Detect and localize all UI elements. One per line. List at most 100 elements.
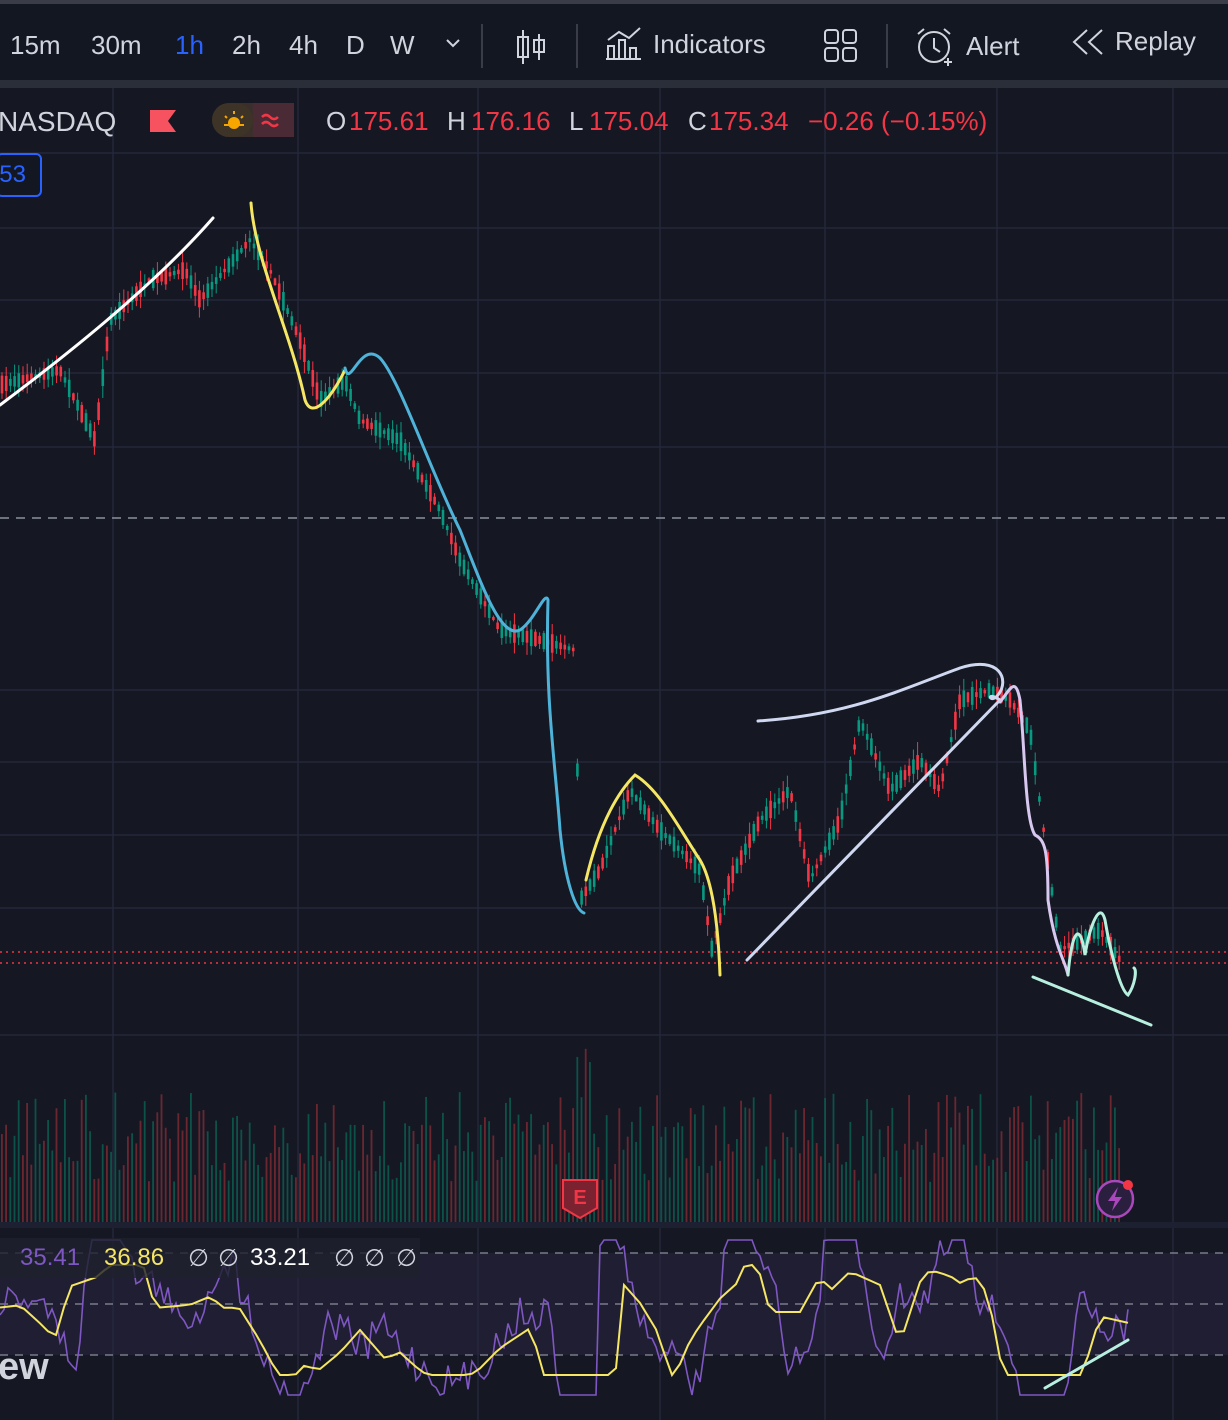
- candle-body: [210, 281, 214, 290]
- candle-body: [853, 744, 856, 750]
- candle-body: [294, 326, 298, 335]
- candle-body: [647, 808, 651, 822]
- flag-icon[interactable]: [150, 110, 176, 132]
- replay-button[interactable]: Replay: [1071, 26, 1196, 57]
- candle-body: [1033, 761, 1037, 776]
- candle-body: [832, 826, 835, 840]
- timeframe-1h[interactable]: 1h: [175, 30, 204, 60]
- candle-body: [718, 913, 722, 923]
- candle-body: [878, 761, 882, 771]
- volume-bar: [547, 1122, 549, 1222]
- candle-body: [975, 692, 978, 697]
- candle-body: [622, 799, 625, 815]
- volume-bar: [5, 1124, 7, 1222]
- candle-body: [584, 886, 588, 897]
- volume-bar: [169, 1138, 171, 1222]
- volume-bar: [626, 1136, 629, 1222]
- volume-bar: [219, 1170, 222, 1222]
- high-label: H: [447, 106, 466, 136]
- volume-bar: [59, 1162, 62, 1222]
- volume-bar: [307, 1114, 310, 1222]
- candlestick-icon[interactable]: [514, 28, 548, 71]
- candle-body: [1042, 827, 1045, 832]
- volume-bar: [962, 1144, 965, 1222]
- volume-bar: [463, 1151, 465, 1222]
- volume-bar: [698, 1166, 700, 1222]
- timeframe-D[interactable]: D: [346, 30, 365, 60]
- volume-bar: [622, 1149, 625, 1222]
- volume-bar: [43, 1140, 45, 1222]
- candle-body: [534, 631, 537, 646]
- candle-body: [252, 243, 256, 249]
- candle-body: [781, 791, 785, 803]
- volume-bar: [479, 1124, 482, 1222]
- volume-bar: [820, 1156, 822, 1222]
- volume-bar: [202, 1109, 205, 1222]
- candle-body: [80, 404, 84, 423]
- volume-bar: [416, 1143, 419, 1222]
- volume-bar: [958, 1112, 961, 1222]
- volume-bar: [488, 1121, 490, 1222]
- timeframe-15m[interactable]: 15m: [10, 30, 61, 60]
- candle-body: [282, 292, 285, 311]
- candle-body: [555, 640, 558, 649]
- chevron-down-icon[interactable]: [444, 34, 462, 57]
- layout-grid-icon[interactable]: [823, 28, 859, 69]
- open-label: O: [326, 106, 347, 136]
- timeframe-W[interactable]: W: [390, 30, 415, 60]
- candle-body: [912, 759, 915, 774]
- candle-body: [475, 583, 478, 595]
- candle-body: [723, 898, 726, 906]
- candle-body: [177, 269, 180, 275]
- candle-body: [109, 312, 113, 325]
- volume-bar: [908, 1095, 910, 1222]
- indicators-button[interactable]: Indicators: [605, 26, 766, 62]
- candle-body: [433, 496, 436, 505]
- volume-bar: [1088, 1178, 1091, 1222]
- candle-body: [160, 271, 163, 282]
- candle-body: [198, 290, 201, 308]
- volume-bar: [526, 1121, 528, 1222]
- candle-body: [697, 863, 701, 875]
- drawing-top-curve: [756, 662, 1005, 723]
- volume-bar: [576, 1056, 579, 1222]
- session-badge[interactable]: [212, 103, 294, 137]
- volume-bar: [878, 1129, 881, 1222]
- earnings-marker[interactable]: E: [561, 1178, 599, 1220]
- candle-body: [1004, 694, 1008, 701]
- candle-body: [1017, 707, 1020, 718]
- timeframe-4h[interactable]: 4h: [289, 30, 318, 60]
- volume-bar: [937, 1102, 940, 1222]
- candle-body: [189, 275, 193, 289]
- volume-bar: [1114, 1107, 1116, 1222]
- candle-body: [836, 816, 840, 833]
- candle-body: [895, 774, 898, 792]
- alert-button[interactable]: Alert: [914, 26, 1019, 66]
- lightning-icon[interactable]: [1093, 1177, 1137, 1221]
- volume-bar: [799, 1153, 801, 1222]
- volume-bar: [303, 1163, 306, 1222]
- price-chart[interactable]: [0, 88, 1228, 1420]
- volume-bar: [996, 1157, 999, 1222]
- change-value: −0.26 (−0.15%): [808, 106, 988, 136]
- volume-bar: [870, 1110, 873, 1222]
- candle-body: [399, 432, 403, 452]
- volume-bar: [895, 1150, 898, 1222]
- candle-body: [597, 866, 600, 879]
- candle-body: [303, 344, 306, 362]
- volume-bar: [38, 1143, 41, 1222]
- timeframe-30m[interactable]: 30m: [91, 30, 142, 60]
- volume-bar: [975, 1165, 978, 1222]
- volume-bar: [110, 1151, 112, 1222]
- volume-bar: [967, 1105, 969, 1222]
- indicator-badge[interactable]: 53: [0, 153, 42, 197]
- candle-body: [290, 316, 294, 326]
- candle-body: [349, 388, 352, 401]
- volume-bar: [706, 1173, 709, 1222]
- candle-body: [807, 864, 810, 882]
- volume-bar: [740, 1100, 742, 1222]
- timeframe-2h[interactable]: 2h: [232, 30, 261, 60]
- candle-body: [265, 261, 268, 269]
- volume-bar: [97, 1178, 100, 1222]
- candle-body: [731, 865, 735, 884]
